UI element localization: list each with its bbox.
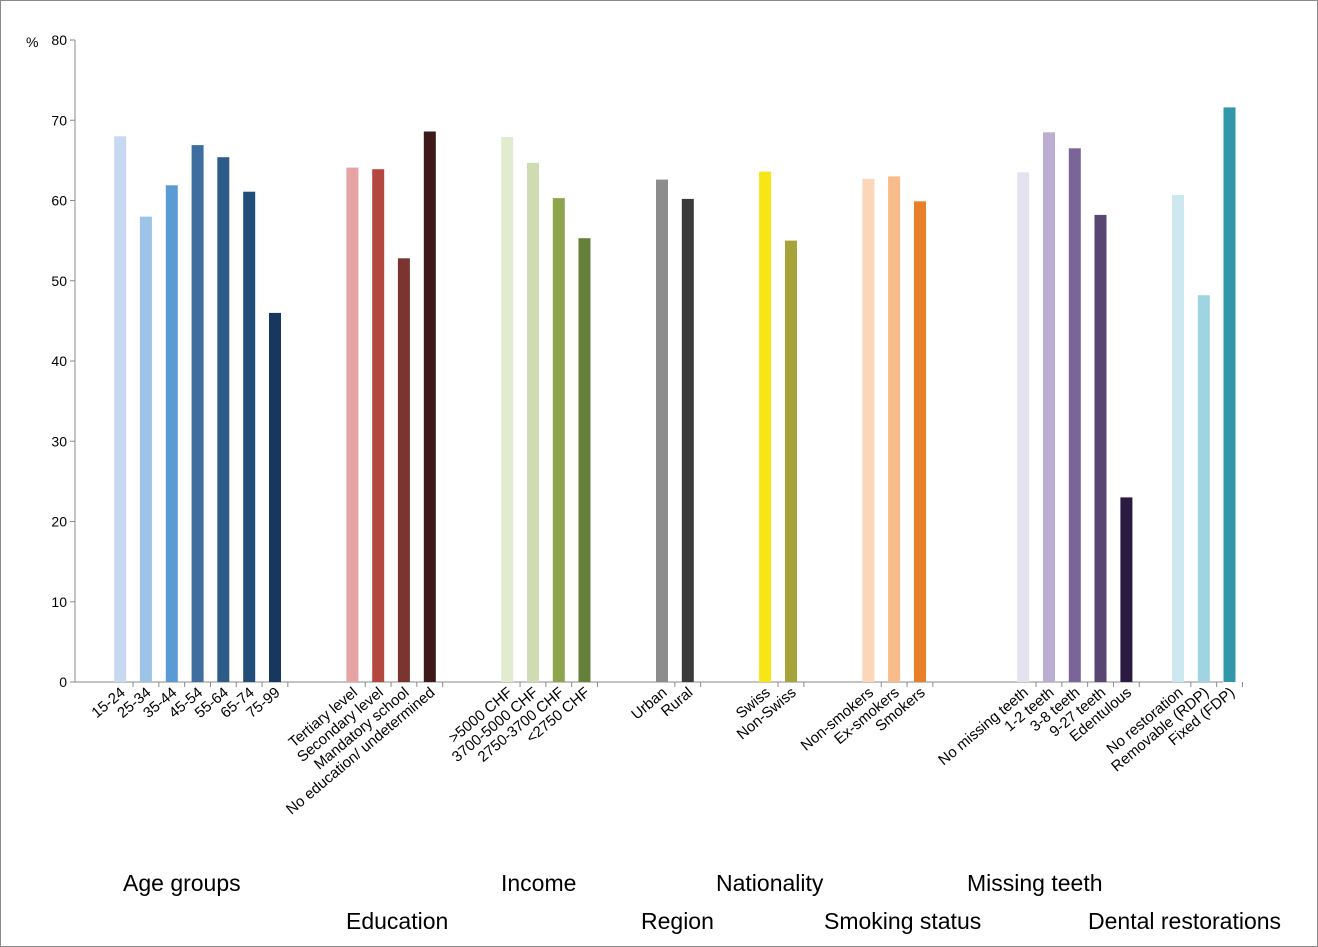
bar <box>165 185 178 683</box>
bar <box>681 198 694 682</box>
y-tick-label: 50 <box>51 273 67 289</box>
bar <box>191 145 204 683</box>
group-label: Region <box>641 908 714 934</box>
bar <box>578 238 591 682</box>
bar <box>269 312 281 682</box>
group-label: Age groups <box>123 870 241 896</box>
bar <box>1197 295 1210 682</box>
bar <box>217 157 230 682</box>
group-label: Nationality <box>716 870 824 896</box>
bar <box>243 191 256 682</box>
y-tick-label: 0 <box>59 674 67 690</box>
group-label: Smoking status <box>824 908 981 934</box>
bars <box>114 107 1236 683</box>
bar <box>552 198 565 682</box>
bar <box>1120 497 1133 682</box>
y-tick-label: 70 <box>51 112 67 128</box>
y-tick-label: 60 <box>51 193 67 209</box>
bar <box>1043 132 1055 683</box>
bar <box>656 179 668 682</box>
bar <box>397 258 410 682</box>
y-tick-label: 80 <box>51 32 67 48</box>
bar <box>139 216 152 682</box>
y-tick-label: 10 <box>51 594 67 610</box>
bar <box>914 201 926 683</box>
bar <box>501 137 514 683</box>
bar <box>862 178 875 683</box>
y-axis-label: % <box>26 34 38 50</box>
group-labels: Age groups Education Income RegionNationali… <box>123 870 1281 934</box>
bar <box>527 162 539 683</box>
bar <box>1172 194 1184 682</box>
bar <box>759 171 772 682</box>
bar <box>1223 107 1236 682</box>
bar <box>423 131 436 682</box>
y-axis-ticks: 0 10 20 30 40 50 60 70 80 <box>51 32 75 690</box>
bar <box>1068 148 1081 683</box>
bar <box>114 136 127 683</box>
bar <box>1017 172 1030 682</box>
bar <box>888 176 901 682</box>
group-label: Missing teeth <box>967 870 1103 896</box>
bar <box>372 169 385 682</box>
bar <box>346 167 359 683</box>
group-label: Education <box>346 908 448 934</box>
bar <box>1094 214 1107 682</box>
y-tick-label: 30 <box>51 433 67 449</box>
group-label: Income <box>501 870 576 896</box>
bar <box>785 240 797 682</box>
y-tick-label: 20 <box>51 514 67 530</box>
group-label: Dental restorations <box>1088 908 1281 934</box>
y-tick-label: 40 <box>51 353 67 369</box>
